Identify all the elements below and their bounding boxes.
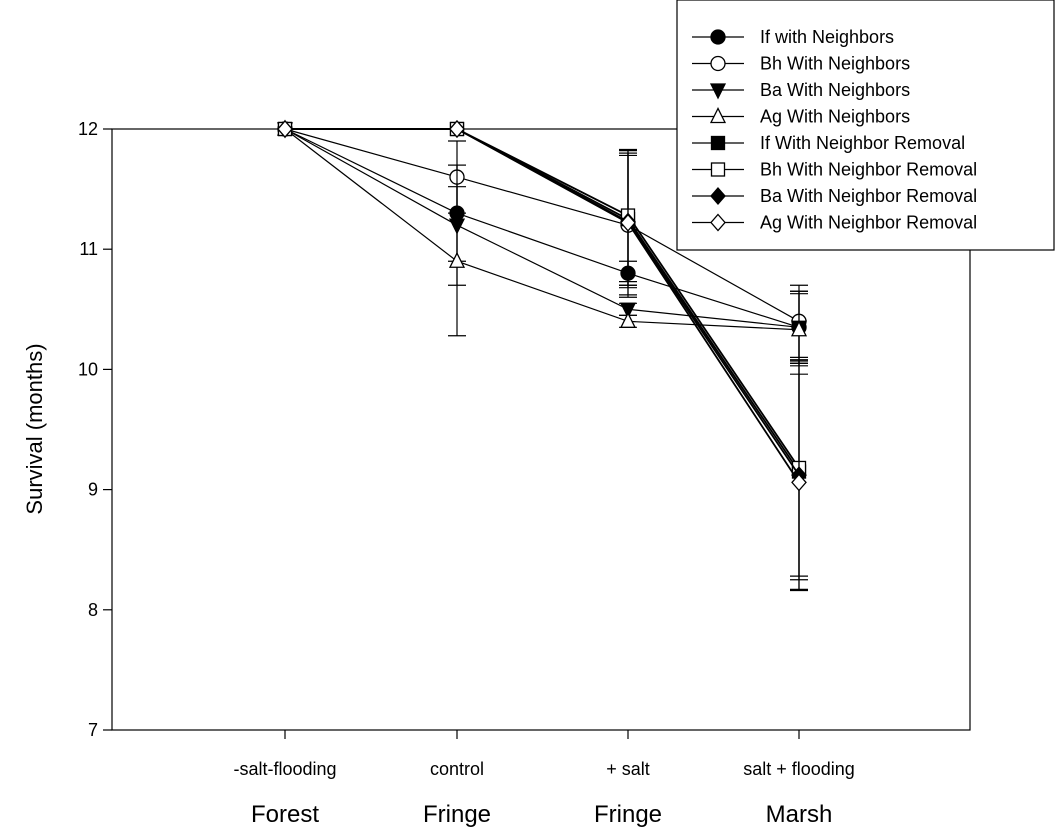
x-category-label-2: + salt [606, 759, 650, 779]
data-point-3-1 [448, 251, 466, 268]
legend-marker-6 [710, 187, 726, 205]
legend-marker-5 [710, 162, 726, 177]
legend-box [676, 0, 1055, 251]
y-tick-label-5: 12 [78, 119, 98, 139]
series-line-0 [284, 128, 800, 328]
y-tick-label-0: 7 [88, 720, 98, 740]
legend-marker-0 [710, 29, 726, 45]
y-axis-label: Survival (months) [22, 343, 47, 514]
series-layer [276, 119, 808, 592]
y-tick-label-4: 11 [79, 239, 98, 259]
y-axis: 7 8 9 10 11 12 [78, 119, 112, 740]
legend-marker-3 [709, 107, 727, 124]
series-line-7 [285, 128, 800, 483]
x-axis: -salt-flooding Forest control Fringe + salt F… [233, 730, 855, 828]
legend-marker-1 [710, 55, 726, 72]
data-point-7-2 [620, 213, 636, 232]
legend-label-6: Ba With Neighbor Removal [760, 186, 977, 206]
legend-marker-4 [710, 135, 726, 151]
data-point-2-2 [619, 302, 637, 319]
data-point-3-3 [790, 320, 808, 337]
legend: If with Neighbors Bh With Neighbors Ba Wit… [676, 0, 1055, 251]
x-group-label-1: Fringe [423, 801, 491, 828]
y-tick-label-3: 10 [78, 359, 98, 379]
legend-marker-7 [710, 213, 726, 232]
x-category-label-0: -salt-flooding [233, 759, 336, 779]
legend-label-5: Bh With Neighbor Removal [760, 160, 977, 180]
plot-frame [111, 128, 971, 731]
data-point-7-3 [791, 473, 807, 492]
plot-area-border [111, 128, 971, 731]
legend-marker-2 [709, 83, 727, 100]
x-category-label-3: salt + flooding [743, 759, 855, 779]
x-category-label-1: control [430, 759, 484, 779]
y-tick-label-1: 8 [88, 600, 98, 620]
x-group-label-2: Fringe [594, 801, 662, 828]
data-point-3-2 [619, 311, 637, 328]
x-group-label-0: Forest [251, 801, 319, 828]
legend-label-4: If With Neighbor Removal [760, 133, 965, 153]
legend-label-1: Bh With Neighbors [760, 54, 910, 74]
series-line-2 [284, 128, 800, 328]
legend-label-2: Ba With Neighbors [760, 80, 910, 100]
series-line-1 [284, 128, 800, 322]
legend-label-0: If with Neighbors [760, 27, 894, 47]
data-point-7-1 [449, 120, 465, 138]
x-group-label-3: Marsh [766, 801, 833, 828]
series-7 [277, 120, 808, 592]
y-tick-label-2: 9 [88, 480, 98, 500]
series-line-3 [284, 128, 800, 331]
legend-label-3: Ag With Neighbors [760, 107, 910, 127]
data-point-7-0 [277, 120, 293, 138]
legend-label-7: Ag With Neighbor Removal [760, 213, 977, 233]
